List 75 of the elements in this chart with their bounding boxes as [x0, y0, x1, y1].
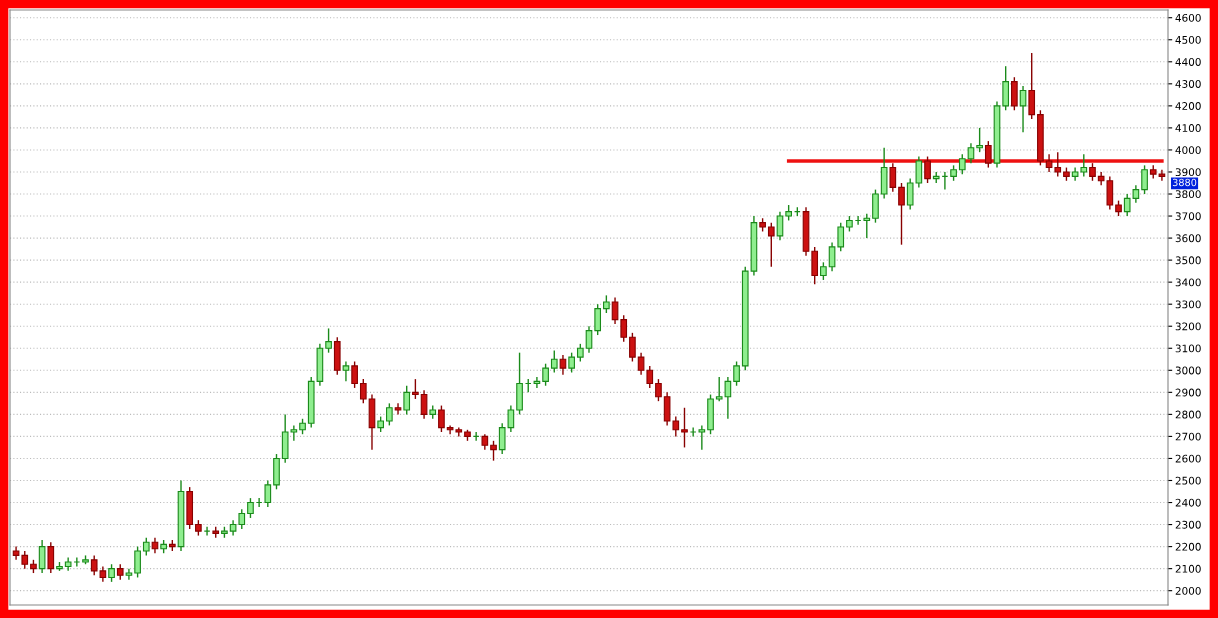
y-tick-label: 3200 — [1175, 322, 1201, 331]
candlestick — [958, 153, 966, 175]
candlestick — [38, 539, 46, 574]
y-tick-label: 2500 — [1175, 476, 1201, 485]
candlestick — [698, 424, 706, 451]
y-tick-label: 3300 — [1175, 300, 1201, 309]
y-tick-label: 3500 — [1175, 256, 1201, 265]
y-tick-label: 4200 — [1175, 102, 1201, 110]
candlestick — [73, 556, 81, 568]
candlestick — [542, 362, 549, 387]
candlestick — [629, 332, 636, 363]
candlestick — [247, 497, 254, 519]
candlestick — [594, 303, 602, 336]
candlestick — [655, 378, 662, 402]
candlestick — [403, 385, 411, 416]
candlestick — [681, 407, 688, 449]
candlestick — [776, 210, 784, 241]
y-tick-label: 2200 — [1175, 542, 1201, 551]
y-tick-label: 3600 — [1175, 234, 1201, 243]
candlestick — [733, 360, 740, 387]
y-tick-label: 2300 — [1175, 520, 1201, 529]
candlestick — [984, 140, 992, 169]
y-tick-label: 2700 — [1175, 432, 1201, 441]
candlestick — [412, 378, 419, 400]
y-tick-label: 3700 — [1175, 212, 1201, 221]
y-tick-label: 2000 — [1175, 586, 1201, 595]
candlestick — [438, 404, 445, 433]
y-tick-label: 3100 — [1175, 344, 1201, 353]
candlestick — [924, 155, 931, 184]
candlestick — [420, 389, 428, 420]
y-tick-label: 4300 — [1175, 80, 1201, 88]
candlestick — [1141, 164, 1148, 195]
candlestick — [611, 296, 619, 325]
candlestick — [394, 402, 402, 416]
candlestick — [767, 221, 775, 268]
text: 3880 — [1172, 178, 1197, 187]
candlestick — [386, 402, 393, 427]
y-tick-label: 3900 — [1175, 168, 1201, 177]
candlestick — [889, 162, 897, 193]
y-tick-label: 2100 — [1175, 564, 1201, 573]
candlestick — [898, 182, 905, 246]
candlestick — [134, 545, 141, 579]
candlestick — [533, 376, 541, 389]
y-tick-label: 3400 — [1175, 278, 1201, 287]
candlestick — [325, 327, 332, 354]
candlestick — [837, 221, 845, 253]
candlestick — [490, 440, 497, 462]
candlestick — [351, 360, 358, 389]
candlestick — [828, 241, 836, 272]
candlestick — [568, 351, 575, 374]
candlestick — [976, 127, 983, 153]
candlestick — [264, 479, 272, 508]
candlestick — [550, 349, 558, 374]
candlestick — [585, 325, 593, 354]
candlestick — [863, 213, 871, 239]
y-tick-label: 4000 — [1175, 146, 1201, 155]
y-tick-label: 4100 — [1175, 124, 1201, 132]
candlestick — [47, 541, 55, 574]
candlestick — [1019, 85, 1027, 134]
y-tick-label: 3000 — [1175, 366, 1201, 375]
y-tick-label: 2400 — [1175, 498, 1201, 507]
candlestick — [620, 314, 628, 343]
candlestick — [689, 426, 697, 438]
y-tick-label: 2800 — [1175, 410, 1201, 419]
y-tick-label: 4500 — [1175, 35, 1201, 44]
y-tick-label: 2600 — [1175, 454, 1201, 463]
candlestick — [342, 360, 350, 383]
candlestick — [559, 354, 567, 376]
y-tick-label: 3800 — [1175, 190, 1201, 199]
y-tick-label: 2900 — [1175, 388, 1201, 397]
candlestick — [359, 378, 367, 405]
candlestick — [967, 142, 975, 164]
y-tick-label: 4600 — [1175, 13, 1201, 22]
candlestick — [125, 567, 133, 581]
y-tick-label: 4400 — [1175, 58, 1201, 66]
